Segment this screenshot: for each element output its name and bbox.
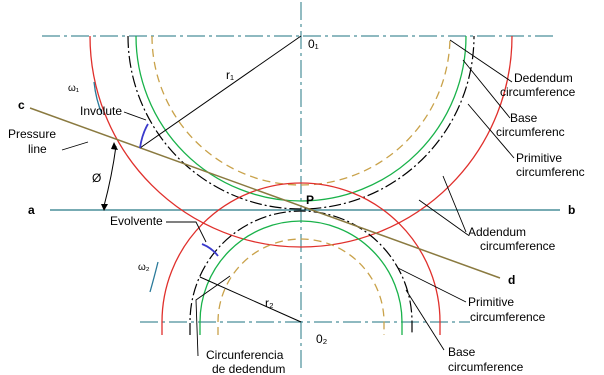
label-pressure-line-2: line xyxy=(28,142,47,156)
upper-base-circle xyxy=(135,35,467,202)
label-phi: Ø xyxy=(92,171,101,185)
lower-primitive-circle xyxy=(189,210,413,335)
leader-involute xyxy=(123,111,147,121)
label-a: a xyxy=(28,203,35,217)
label-b: b xyxy=(568,203,575,217)
label-ded-bot-1: Circunferencia xyxy=(206,348,284,362)
lower-addendum-circle xyxy=(161,182,441,335)
leader-ded-bot xyxy=(195,275,231,357)
leader-base-bot xyxy=(405,289,445,351)
upper-addendum-circle xyxy=(89,35,513,248)
pressure-angle-arrow-top xyxy=(111,142,118,150)
label-p: P xyxy=(306,193,314,207)
label-o1: 0₁ xyxy=(308,37,319,51)
label-omega2: ω₂ xyxy=(138,262,150,273)
pressure-angle-arrow-bottom xyxy=(101,204,108,211)
label-addendum-2: circumference xyxy=(480,239,556,253)
upper-primitive-circle xyxy=(127,35,475,210)
leader-primitive-bot xyxy=(397,267,467,303)
pressure-line xyxy=(29,107,501,279)
label-pressure-line-1: Pressure xyxy=(8,127,56,141)
leader-pressure-line xyxy=(61,141,89,151)
label-c: c xyxy=(18,98,25,112)
lower-base-circle xyxy=(199,220,403,335)
leader-primitive-top xyxy=(467,103,515,159)
label-r1: r₁ xyxy=(226,68,234,82)
pressure-angle-arc xyxy=(103,145,117,207)
leader-addendum-1 xyxy=(418,199,469,236)
leader-dedendum xyxy=(449,39,513,83)
label-base-bot-1: Base xyxy=(448,345,476,359)
radius-r1 xyxy=(139,35,302,149)
omega2-arc xyxy=(149,261,159,293)
omega1-arc xyxy=(93,81,103,115)
label-primitive-top-1: Primitive xyxy=(516,151,562,165)
label-omega1: ω₁ xyxy=(68,83,80,94)
radius-r2 xyxy=(199,276,302,323)
lower-dedendum-circle xyxy=(217,238,385,335)
label-dedendum-1: Dedendum xyxy=(514,71,573,85)
label-primitive-top-2: circumferenc xyxy=(516,165,585,179)
label-primitive-bot-2: circumference xyxy=(470,310,546,324)
label-involute: Involute xyxy=(80,104,122,118)
leader-evolvente xyxy=(166,221,207,243)
upper-dedendum-circle xyxy=(151,35,451,186)
label-base-top-1: Base xyxy=(510,111,538,125)
leader-addendum-2 xyxy=(442,175,467,233)
label-evolvente: Evolvente xyxy=(110,214,163,228)
leader-base-top xyxy=(462,59,511,119)
label-base-top-2: circumferenc xyxy=(496,125,565,139)
label-primitive-bot-1: Primitive xyxy=(468,295,514,309)
label-addendum-1: Addendum xyxy=(468,225,526,239)
label-ded-bot-2: de dedendum xyxy=(212,362,285,375)
upper-involute-curve xyxy=(139,123,149,149)
label-d: d xyxy=(508,273,515,287)
lower-involute-curve xyxy=(201,243,219,257)
label-o2: 0₂ xyxy=(316,332,328,346)
label-base-bot-2: circumference xyxy=(448,360,524,374)
label-dedendum-2: circumference xyxy=(500,85,576,99)
label-r2: r₂ xyxy=(265,296,274,310)
